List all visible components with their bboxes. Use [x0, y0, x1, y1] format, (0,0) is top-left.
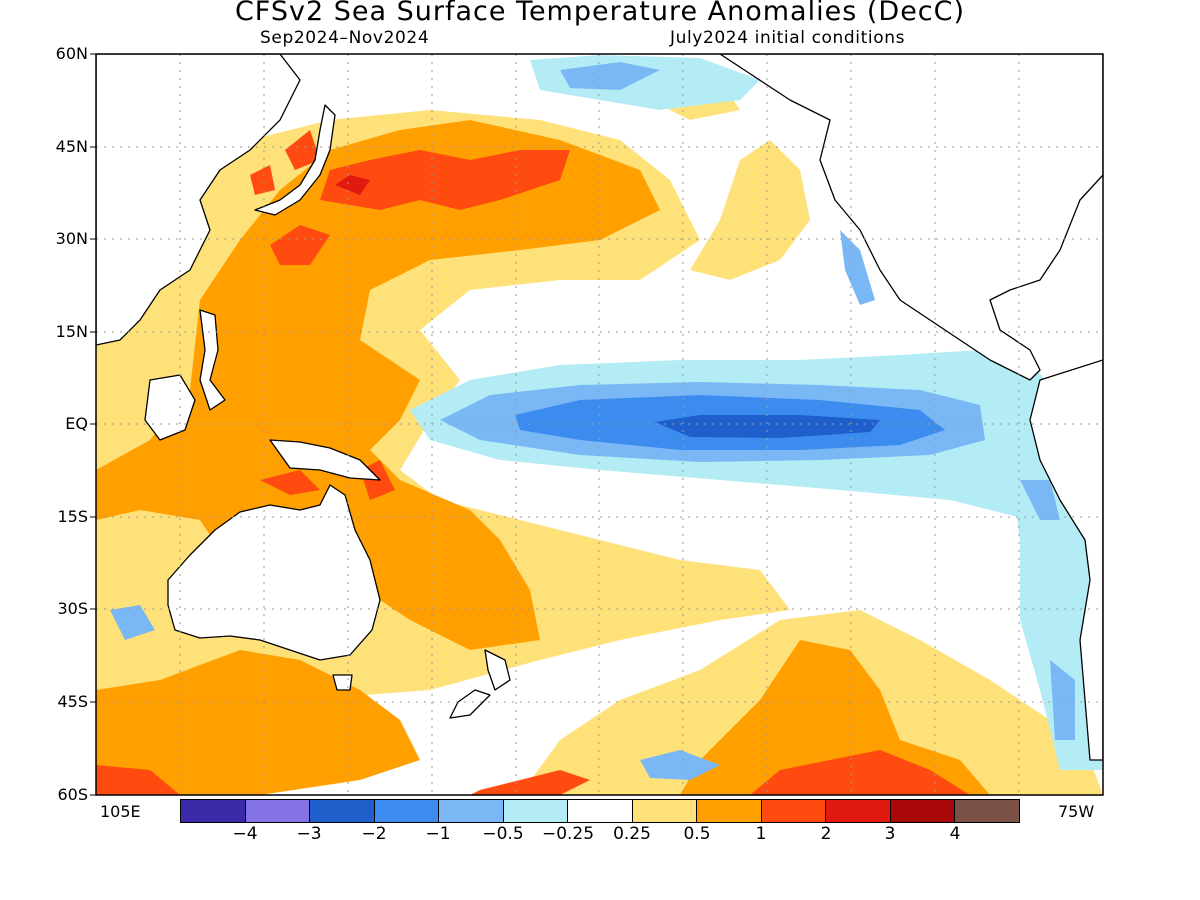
warm-anomaly-1-japan: [250, 130, 330, 265]
tasmania-landmass: [332, 674, 353, 691]
cold-anomaly-south-america-0.5: [1020, 480, 1075, 740]
colorbar-tick-label: −0.25: [541, 824, 595, 844]
colorbar-swatch: [890, 800, 956, 822]
lat-label-30n: 30N: [55, 229, 88, 248]
warm-anomaly-northeast-0.25: [690, 140, 810, 280]
warm-anomaly-2-north: [335, 175, 370, 195]
colorbar-swatch: [697, 800, 762, 822]
cold-anomaly-north-0.5: [560, 62, 660, 90]
colorbar-swatch: [245, 800, 311, 822]
colorbar-tick-label: −4: [232, 824, 258, 844]
colorbar-tick-label: −2: [361, 824, 387, 844]
colorbar-swatch: [955, 800, 1019, 822]
cold-anomaly-tasman: [110, 605, 155, 640]
lat-label-45s: 45S: [57, 692, 88, 711]
asia-landmass: [96, 54, 301, 346]
lon-label-right: 75W: [1058, 802, 1095, 821]
colorbar-swatch: [503, 800, 569, 822]
north-america-landmass: [719, 54, 1103, 381]
colorbar-swatch: [826, 800, 891, 822]
colorbar-tick-label: 1: [755, 824, 767, 844]
cold-anomaly-west-coast-na: [840, 230, 875, 305]
colorbar-swatch: [374, 800, 440, 822]
south-america-landmass: [1029, 359, 1103, 761]
colorbar-tick-label: −3: [296, 824, 322, 844]
chart-title: CFSv2 Sea Surface Temperature Anomalies …: [234, 0, 966, 27]
cold-anomaly-south-patch: [640, 750, 720, 780]
colorbar-tick-label: 3: [884, 824, 896, 844]
lat-label-60n: 60N: [55, 44, 88, 63]
lat-label-45n: 45N: [55, 137, 88, 156]
warm-anomaly-1-north: [320, 150, 570, 210]
australia-landmass: [167, 484, 381, 661]
colorbar-tick-label: 4: [949, 824, 961, 844]
lat-label-15s: 15S: [57, 507, 88, 526]
lat-label-60s: 60S: [57, 785, 88, 804]
cold-anomaly-2: [655, 415, 880, 438]
colorbar-tick-label: −0.5: [482, 824, 524, 844]
colorbar-swatch: [439, 800, 504, 822]
warm-anomaly-south-1: [750, 750, 970, 795]
colorbar-swatch: [181, 800, 246, 822]
colorbar-swatch: [568, 800, 633, 822]
japan-landmass: [254, 104, 336, 216]
new-zealand-south: [449, 689, 491, 719]
colorbar-tick-label: −1: [425, 824, 451, 844]
land-masses: [96, 54, 1103, 761]
colorbar-tick-label: 0.5: [683, 824, 711, 844]
warm-anomaly-south-0.5: [680, 640, 990, 795]
colorbar-swatch: [761, 800, 827, 822]
lat-ticks: [90, 53, 96, 796]
forecast-period: Sep2024–Nov2024: [260, 28, 430, 48]
cold-anomaly-south-america: [1010, 470, 1103, 770]
new-guinea-landmass: [269, 439, 381, 481]
new-zealand-north: [484, 649, 511, 691]
colorbar-tick-label: 2: [820, 824, 832, 844]
philippines-landmass: [199, 309, 226, 411]
warm-anomaly-southwest-1: [96, 765, 590, 795]
colorbar-swatch: [632, 800, 698, 822]
colorbar: [180, 799, 1020, 823]
lat-label-30s: 30S: [57, 599, 88, 618]
colorbar-tick-label: 0.25: [613, 824, 651, 844]
colorbar-swatch: [310, 800, 375, 822]
lat-label-eq: EQ: [65, 414, 88, 433]
lat-label-15n: 15N: [55, 322, 88, 341]
lon-label-left: 105E: [100, 802, 141, 821]
map-frame: [95, 53, 1104, 796]
initial-conditions: July2024 initial conditions: [670, 28, 906, 48]
